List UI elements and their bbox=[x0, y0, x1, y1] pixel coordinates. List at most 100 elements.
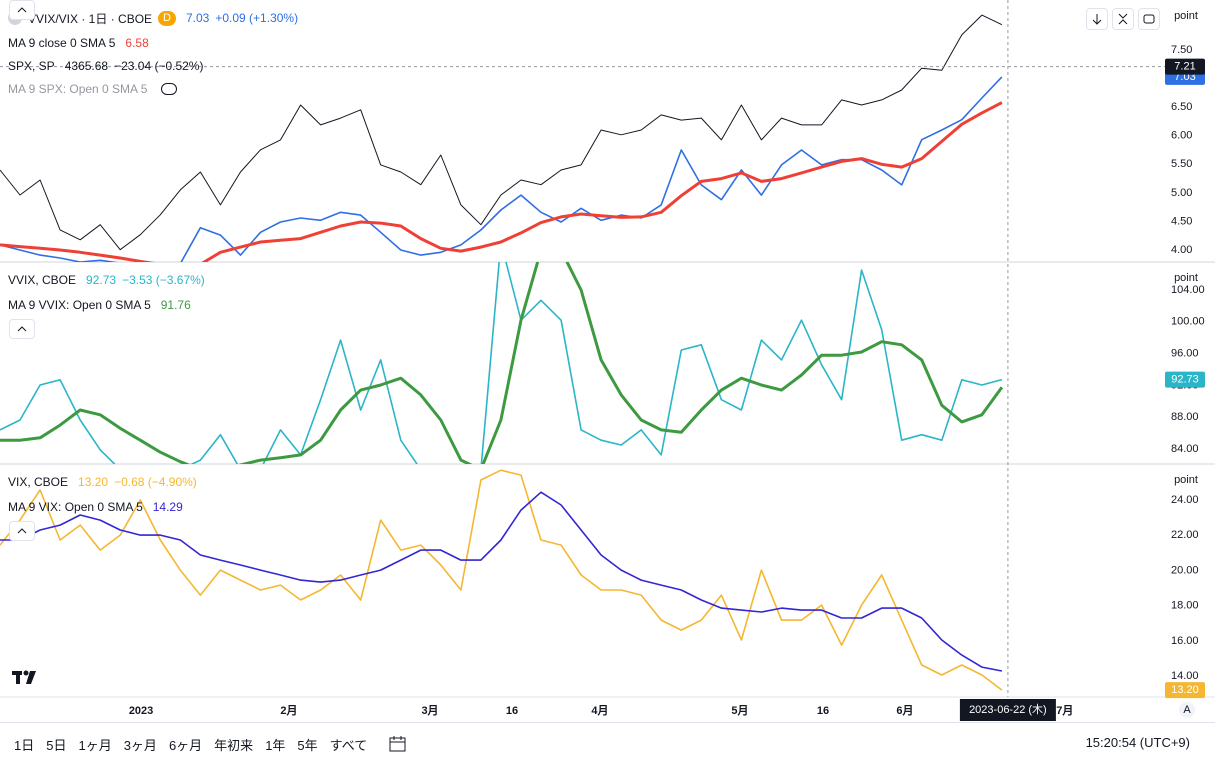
axis-unit: point bbox=[1174, 10, 1198, 22]
legend-change: +0.09 (+1.30%) bbox=[215, 11, 299, 25]
legend-row-hidden: MA 9 SPX: Open 0 SMA 5 bbox=[8, 80, 178, 98]
collapse-legend-button[interactable] bbox=[9, 521, 35, 541]
crosshair-date: 2023-06-22 (木) bbox=[969, 703, 1047, 716]
price-label: 13.20 bbox=[1171, 684, 1199, 696]
legend-row: MA 9 VIX: Open 0 SMA 5 14.29 bbox=[8, 498, 183, 516]
legend-value: 7.03 bbox=[186, 11, 210, 25]
range-button[interactable]: 5年 bbox=[297, 738, 318, 753]
legend-name[interactable]: VVIX/VIX · 1日 · CBOE bbox=[28, 11, 153, 26]
legend-name[interactable]: SPX, SP bbox=[8, 59, 55, 73]
chart-area: point4.004.505.005.506.006.507.007.507.0… bbox=[0, 0, 1215, 721]
y-tick-label: 18.00 bbox=[1171, 600, 1199, 612]
collapse-legend-button[interactable] bbox=[9, 0, 35, 20]
clock: 15:20:54 (UTC+9) bbox=[1085, 735, 1190, 750]
range-button[interactable]: 年初来 bbox=[214, 738, 254, 753]
legend-name[interactable]: MA 9 VVIX: Open 0 SMA 5 bbox=[8, 298, 151, 312]
legend-value: 13.20 bbox=[78, 475, 109, 489]
price-label: 92.73 bbox=[1171, 373, 1199, 385]
range-button[interactable]: 3ヶ月 bbox=[123, 738, 157, 753]
scroll-down-button[interactable] bbox=[1086, 8, 1108, 30]
crosshair-price-box bbox=[1165, 58, 1205, 75]
x-tick-label: 5月 bbox=[731, 704, 748, 717]
y-tick-label: 20.00 bbox=[1171, 564, 1199, 576]
legend-name[interactable]: MA 9 VIX: Open 0 SMA 5 bbox=[8, 500, 143, 514]
legend-value: 14.29 bbox=[152, 500, 183, 514]
y-tick-label: 84.00 bbox=[1171, 443, 1199, 455]
axis-unit: point bbox=[1174, 272, 1198, 284]
maximize-button[interactable] bbox=[1138, 8, 1160, 30]
legend-row: VIX, CBOE 13.20 −0.68 (−4.90%) bbox=[8, 473, 197, 491]
legend-name[interactable]: MA 9 close 0 SMA 5 bbox=[8, 36, 116, 50]
collapse-legend-button[interactable] bbox=[9, 319, 35, 339]
x-tick-label: 16 bbox=[506, 705, 518, 717]
hidden-eye-icon[interactable] bbox=[161, 83, 178, 95]
y-tick-label: 7.50 bbox=[1171, 44, 1192, 56]
legend-value: 4365.68 bbox=[64, 59, 109, 73]
data-badge: D bbox=[158, 10, 176, 26]
bottom-toolbar: 1日 5日 1ヶ月 3ヶ月 6ヶ月 年初来 1年 5年 すべて 15:20:54 (UTC+9) bbox=[0, 722, 1215, 765]
x-tick-label: 2月 bbox=[280, 704, 297, 717]
series-line bbox=[0, 469, 1003, 691]
series-line bbox=[0, 76, 1003, 262]
legend-row: VVIX/VIX · 1日 · CBOE D 7.03 +0.09 (+1.30%) bbox=[8, 9, 298, 27]
x-tick-label: 16 bbox=[817, 705, 829, 717]
x-tick-label: 2023 bbox=[129, 705, 153, 717]
y-tick-label: 104.00 bbox=[1171, 284, 1205, 296]
legend-name[interactable]: MA 9 SPX: Open 0 SMA 5 bbox=[8, 82, 148, 96]
legend-row: MA 9 VVIX: Open 0 SMA 5 91.76 bbox=[8, 296, 191, 314]
series-line bbox=[0, 262, 1004, 464]
tradingview-logo bbox=[12, 670, 36, 684]
legend-row: MA 9 close 0 SMA 5 6.58 bbox=[8, 34, 149, 52]
crosshair-date-box bbox=[959, 699, 1056, 721]
series-line bbox=[0, 491, 1003, 672]
auto-scale-label: A bbox=[1183, 704, 1191, 716]
legend-value: 92.73 bbox=[86, 273, 117, 287]
y-tick-label: 24.00 bbox=[1171, 494, 1199, 506]
auto-scale-button bbox=[1179, 702, 1195, 718]
price-label-box bbox=[1165, 371, 1205, 388]
y-tick-label: 5.50 bbox=[1171, 158, 1192, 170]
legend-change: −3.53 (−3.67%) bbox=[122, 273, 205, 287]
range-buttons: 1日 5日 1ヶ月 3ヶ月 6ヶ月 年初来 1年 5年 すべて bbox=[14, 735, 367, 754]
collapse-button[interactable] bbox=[1112, 8, 1134, 30]
crosshair-price: 7.21 bbox=[1174, 60, 1195, 72]
legend-name[interactable]: VVIX, CBOE bbox=[8, 273, 77, 287]
y-tick-label: 14.00 bbox=[1171, 670, 1199, 682]
legend-change: −0.68 (−4.90%) bbox=[114, 475, 197, 489]
plot bbox=[0, 14, 1003, 262]
x-tick-label: 3月 bbox=[421, 704, 438, 717]
x-tick-label: 6月 bbox=[896, 704, 913, 717]
x-tick-label: 4月 bbox=[591, 704, 608, 717]
legend-row: SPX, SP 4365.68 −23.04 (−0.52%) bbox=[8, 57, 203, 75]
legend-value: 6.58 bbox=[125, 36, 149, 50]
y-tick-label: 16.00 bbox=[1171, 635, 1199, 647]
y-tick-label: 4.50 bbox=[1171, 215, 1192, 227]
legend-row: VVIX, CBOE 92.73 −3.53 (−3.67%) bbox=[8, 271, 205, 289]
series-line bbox=[0, 262, 1003, 464]
price-label-box bbox=[1165, 682, 1205, 699]
range-button[interactable]: 1日 bbox=[14, 738, 35, 753]
range-button[interactable]: 6ヶ月 bbox=[168, 738, 203, 753]
range-button[interactable]: 1年 bbox=[265, 738, 286, 753]
y-tick-label: 96.00 bbox=[1171, 347, 1199, 359]
legend-change: −23.04 (−0.52%) bbox=[114, 59, 204, 73]
y-tick-label: 5.00 bbox=[1171, 187, 1192, 199]
y-tick-label: 88.00 bbox=[1171, 411, 1199, 423]
range-button[interactable]: すべて bbox=[329, 738, 368, 753]
legend-name[interactable]: VIX, CBOE bbox=[8, 475, 69, 489]
y-tick-label: 6.00 bbox=[1171, 130, 1192, 142]
plot bbox=[0, 262, 1004, 464]
y-tick-label: 22.00 bbox=[1171, 529, 1199, 541]
series-line bbox=[0, 14, 1003, 251]
range-button[interactable]: 1ヶ月 bbox=[78, 738, 112, 753]
legend-value: 91.76 bbox=[160, 298, 191, 312]
plot bbox=[0, 469, 1003, 691]
y-tick-label: 4.00 bbox=[1171, 244, 1192, 256]
range-button[interactable]: 5日 bbox=[46, 738, 67, 753]
x-tick-label: 7月 bbox=[1056, 704, 1073, 717]
date-range-icon[interactable] bbox=[388, 734, 408, 754]
y-tick-label: 6.50 bbox=[1171, 101, 1192, 113]
series-line bbox=[0, 101, 1003, 262]
axis-unit: point bbox=[1174, 474, 1198, 486]
